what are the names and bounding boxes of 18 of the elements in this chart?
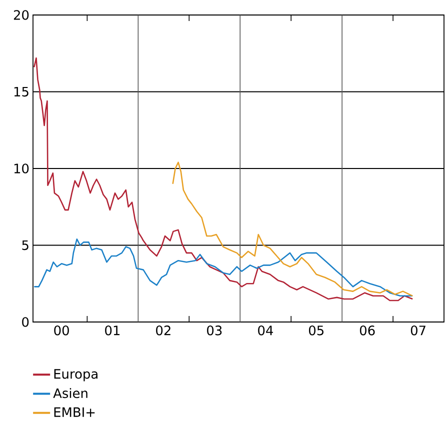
line-series [172,162,414,297]
legend-label: EMBI+ [54,407,95,417]
legend-label: Asien [53,388,88,398]
x-tick-label: 00 [54,326,69,336]
x-tick-label: 06 [360,326,375,336]
y-tick-label: 20 [14,10,29,20]
x-tick-label: 05 [308,326,324,336]
legend-label: Europa [54,369,98,382]
x-tick-label: 01 [105,326,120,336]
x-tick-label: 03 [207,326,222,336]
y-tick-label: 0 [22,317,29,327]
y-tick-label: 15 [14,86,28,97]
x-tick-label: 02 [156,326,170,336]
x-tick-label: 04 [258,326,273,336]
y-tick-label: 10 [14,164,29,174]
y-tick-label: 5 [22,240,28,250]
line-series [33,238,414,297]
x-tick-label: 07 [410,326,426,336]
